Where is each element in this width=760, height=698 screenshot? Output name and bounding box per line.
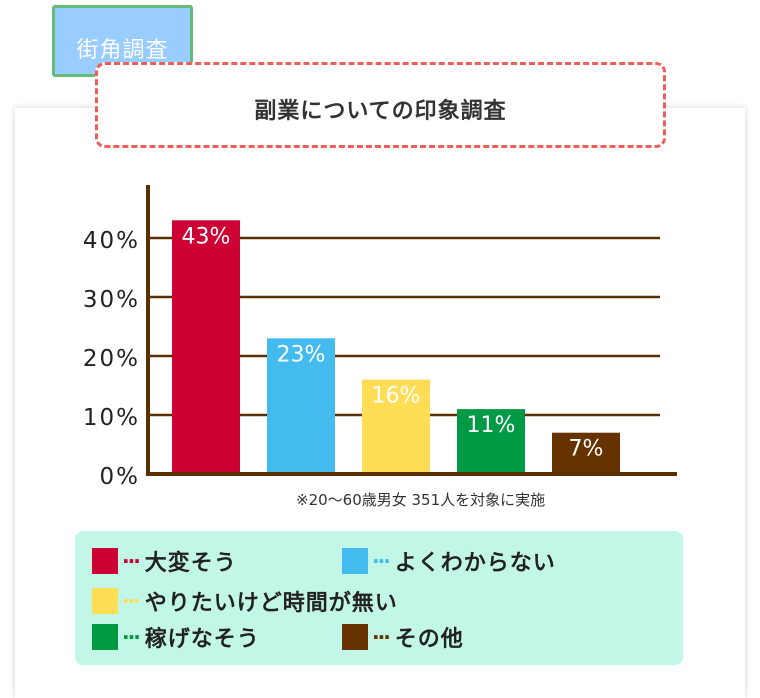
bar-value-label: 11%	[467, 413, 516, 438]
bar	[552, 432, 620, 474]
legend-label-2: よくわからない	[394, 551, 556, 576]
legend-swatch-2	[342, 548, 368, 574]
bar-value-label: 7%	[569, 437, 604, 462]
legend-swatch-5	[342, 624, 368, 650]
survey-note: ※20～60歳男女 351人を対象に実施	[296, 491, 546, 509]
bar-value-label: 16%	[372, 384, 421, 409]
legend-item-1: ··· 大変そう	[92, 545, 237, 577]
bar	[362, 379, 430, 474]
legend-item-5: ··· その他	[342, 621, 464, 653]
legend-label-5: その他	[394, 627, 464, 652]
legend: ··· 大変そう ··· よくわからない ··· やりたいけど時間が無い ···…	[75, 531, 683, 665]
legend-item-4: ··· 稼げなそう	[92, 621, 260, 653]
legend-dots-1: ···	[122, 549, 141, 573]
legend-dots-4: ···	[122, 625, 141, 649]
bar-chart: 0% 10% 20% 30% 40% 43% 23% 16% 11% 7%	[83, 185, 677, 490]
legend-item-2: ··· よくわからない	[342, 545, 556, 577]
bar-value-label: 43%	[182, 224, 231, 249]
y-tick-label: 10%	[83, 405, 140, 431]
legend-dots-5: ···	[372, 625, 391, 649]
legend-swatch-3	[92, 588, 118, 614]
y-tick-label: 0%	[100, 464, 141, 490]
bar-value-label: 23%	[277, 342, 326, 367]
legend-label-4: 稼げなそう	[144, 627, 260, 652]
bar	[172, 220, 240, 474]
legend-swatch-1	[92, 548, 118, 574]
bar	[267, 338, 335, 474]
legend-item-3: ··· やりたいけど時間が無い	[92, 585, 398, 617]
legend-dots-3: ···	[122, 589, 141, 613]
chart-title: 副業についての印象調査	[95, 62, 666, 148]
legend-swatch-4	[92, 624, 118, 650]
y-tick-label: 40%	[83, 228, 140, 254]
y-tick-label: 20%	[83, 346, 140, 372]
legend-label-1: 大変そう	[144, 551, 237, 576]
y-tick-label: 30%	[83, 287, 140, 313]
legend-label-3: やりたいけど時間が無い	[144, 591, 398, 616]
bar	[457, 409, 525, 474]
legend-dots-2: ···	[372, 549, 391, 573]
